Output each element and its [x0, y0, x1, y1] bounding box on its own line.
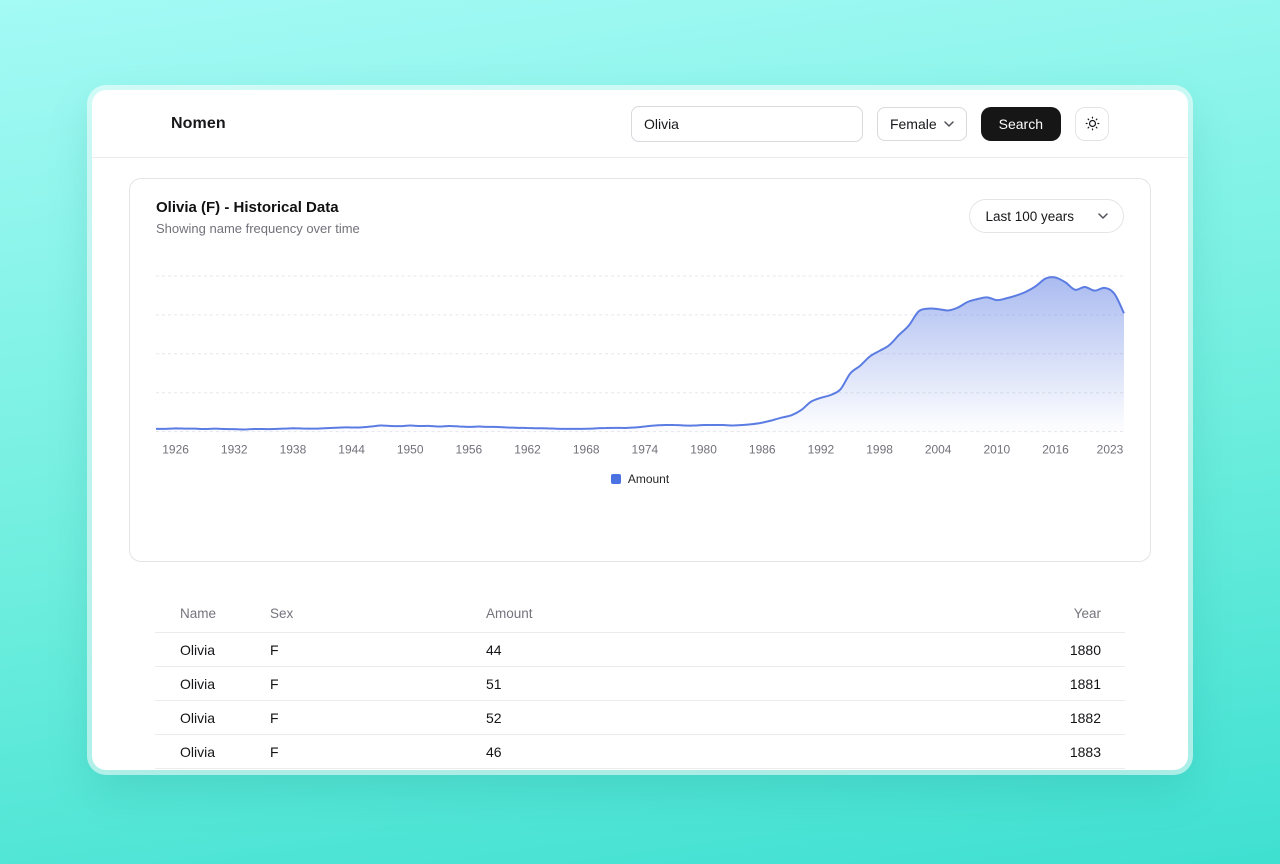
search-button[interactable]: Search [980, 106, 1061, 141]
area-fill [156, 277, 1124, 432]
chart-legend: Amount [156, 472, 1124, 486]
card-title: Olivia (F) - Historical Data [156, 199, 339, 216]
x-axis-tick: 1986 [749, 443, 776, 457]
area-line [156, 276, 1125, 431]
range-select-value: Last 100 years [985, 208, 1074, 224]
cell-name: Olivia [155, 666, 270, 701]
cell-name: Olivia [155, 632, 270, 667]
range-select[interactable]: Last 100 years [969, 199, 1124, 233]
cell-year: 1882 [975, 700, 1125, 735]
x-axis-tick: 1992 [808, 443, 835, 457]
x-axis-tick: 2023 [1097, 443, 1124, 457]
table-row: Olivia F 52 1882 [155, 700, 1125, 735]
cell-year: 1880 [975, 632, 1125, 667]
x-axis-tick: 2016 [1042, 443, 1069, 457]
x-axis-tick: 1944 [338, 443, 365, 457]
app-window: Nomen Female Search [92, 90, 1188, 770]
theme-toggle-button[interactable] [1075, 106, 1109, 141]
search-input[interactable] [630, 105, 863, 142]
brand-title: Nomen [171, 114, 226, 132]
column-header-year: Year [975, 598, 1125, 633]
cell-year: 1881 [975, 666, 1125, 701]
legend-swatch [610, 473, 621, 484]
cell-year: 1883 [975, 734, 1125, 769]
chevron-down-icon [1098, 213, 1108, 219]
table-row: Olivia F 44 1880 [155, 632, 1125, 667]
x-axis-tick: 1968 [573, 443, 600, 457]
cell-amount: 51 [486, 666, 975, 701]
frequency-area-chart: 1926 1932 1938 1944 1950 1956 1962 1968 1974 1980… [156, 262, 1125, 486]
card-header: Olivia (F) - Historical Data Showing nam… [156, 199, 1124, 236]
x-axis-tick: 1950 [397, 443, 424, 457]
app-header: Nomen Female Search [92, 90, 1188, 158]
column-header-name: Name [155, 598, 270, 633]
table-header-row: Name Sex Amount Year [155, 598, 1125, 633]
cell-amount: 44 [486, 632, 975, 667]
x-axis-tick: 1974 [632, 443, 659, 457]
main-content: Olivia (F) - Historical Data Showing nam… [92, 158, 1188, 769]
cell-sex: F [270, 700, 486, 735]
cell-sex: F [270, 734, 486, 769]
x-axis-tick: 1926 [162, 443, 189, 457]
sex-select[interactable]: Female [876, 106, 967, 141]
x-axis-tick: 1938 [280, 443, 307, 457]
x-axis-tick: 1998 [866, 443, 893, 457]
cell-sex: F [270, 666, 486, 701]
results-table-section: Name Sex Amount Year Olivia F 44 1880 Ol… [129, 598, 1151, 769]
x-axis-tick: 2004 [925, 443, 952, 457]
table-row: Olivia F 46 1883 [155, 734, 1125, 769]
chevron-down-icon [943, 120, 954, 127]
area-chart-svg: 1926 1932 1938 1944 1950 1956 1962 1968 1974 1980… [156, 275, 1125, 457]
x-axis-tick: 1956 [456, 443, 483, 457]
cell-amount: 52 [486, 700, 975, 735]
column-header-sex: Sex [270, 598, 486, 633]
x-axis-tick: 2010 [984, 443, 1011, 457]
sun-icon [1084, 115, 1101, 132]
card-subtitle: Showing name frequency over time [156, 221, 360, 236]
cell-sex: F [270, 632, 486, 667]
history-card: Olivia (F) - Historical Data Showing nam… [129, 178, 1151, 562]
x-axis-tick: 1962 [514, 443, 541, 457]
x-axis-tick: 1980 [690, 443, 717, 457]
results-table: Name Sex Amount Year Olivia F 44 1880 Ol… [155, 598, 1125, 769]
cell-name: Olivia [155, 734, 270, 769]
column-header-amount: Amount [486, 598, 975, 633]
cell-name: Olivia [155, 700, 270, 735]
legend-label: Amount [627, 471, 670, 486]
header-controls: Female Search [630, 105, 1109, 142]
sex-select-value: Female [889, 115, 937, 132]
card-title-block: Olivia (F) - Historical Data Showing nam… [156, 199, 360, 236]
table-row: Olivia F 51 1881 [155, 666, 1125, 701]
x-axis-tick: 1932 [221, 443, 248, 457]
cell-amount: 46 [486, 734, 975, 769]
